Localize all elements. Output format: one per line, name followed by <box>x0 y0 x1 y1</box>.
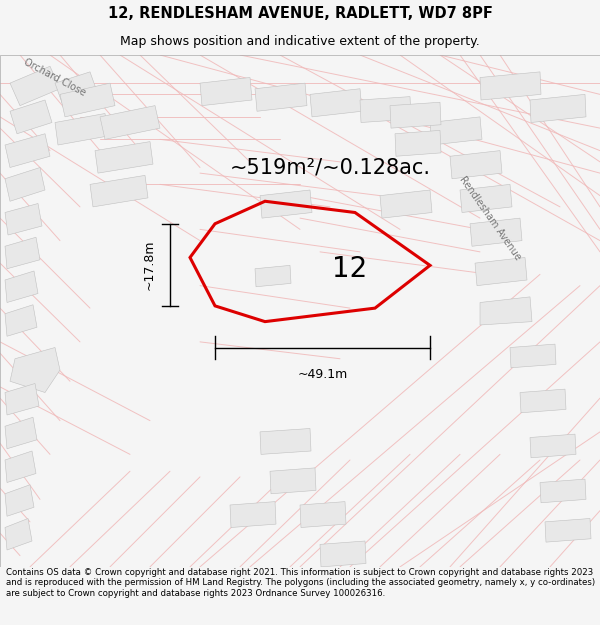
Polygon shape <box>5 451 36 482</box>
Polygon shape <box>230 502 276 528</box>
Polygon shape <box>100 106 160 139</box>
Polygon shape <box>5 485 34 516</box>
Text: 12: 12 <box>332 255 368 282</box>
Text: Map shows position and indicative extent of the property.: Map shows position and indicative extent… <box>120 35 480 48</box>
Polygon shape <box>5 305 37 336</box>
Polygon shape <box>460 184 512 213</box>
Polygon shape <box>540 479 586 502</box>
Polygon shape <box>300 502 346 528</box>
Polygon shape <box>395 131 441 156</box>
Polygon shape <box>470 218 522 246</box>
Polygon shape <box>360 97 411 122</box>
Polygon shape <box>545 519 591 542</box>
Text: ~519m²/~0.128ac.: ~519m²/~0.128ac. <box>230 158 431 177</box>
Polygon shape <box>480 72 541 100</box>
Polygon shape <box>5 418 37 449</box>
Polygon shape <box>480 297 532 325</box>
Polygon shape <box>200 78 252 106</box>
Polygon shape <box>530 94 586 122</box>
Polygon shape <box>5 271 38 302</box>
Polygon shape <box>510 344 556 367</box>
Polygon shape <box>5 134 50 168</box>
Polygon shape <box>530 434 576 457</box>
Polygon shape <box>260 429 311 454</box>
Polygon shape <box>520 389 566 412</box>
Polygon shape <box>5 384 39 415</box>
Polygon shape <box>380 190 432 218</box>
Polygon shape <box>430 117 482 145</box>
Polygon shape <box>60 83 115 117</box>
Text: ~49.1m: ~49.1m <box>298 368 347 381</box>
Polygon shape <box>5 238 40 269</box>
Polygon shape <box>5 519 32 550</box>
Polygon shape <box>255 83 307 111</box>
Polygon shape <box>260 190 312 218</box>
Polygon shape <box>55 72 98 106</box>
Text: ~17.8m: ~17.8m <box>143 239 156 290</box>
Polygon shape <box>450 151 502 179</box>
Polygon shape <box>10 100 52 134</box>
Polygon shape <box>255 266 291 287</box>
Polygon shape <box>90 176 148 207</box>
Text: Rendlesham Avenue: Rendlesham Avenue <box>457 174 523 262</box>
Polygon shape <box>310 89 362 117</box>
Polygon shape <box>5 204 42 235</box>
Polygon shape <box>270 468 316 494</box>
Text: Orchard Close: Orchard Close <box>22 57 88 98</box>
Polygon shape <box>10 348 60 392</box>
Text: 12, RENDLESHAM AVENUE, RADLETT, WD7 8PF: 12, RENDLESHAM AVENUE, RADLETT, WD7 8PF <box>107 6 493 21</box>
Text: Contains OS data © Crown copyright and database right 2021. This information is : Contains OS data © Crown copyright and d… <box>6 568 595 598</box>
Polygon shape <box>5 168 45 201</box>
Polygon shape <box>55 114 108 145</box>
Polygon shape <box>10 66 60 106</box>
Polygon shape <box>320 541 366 567</box>
Polygon shape <box>475 258 527 286</box>
Polygon shape <box>390 102 441 128</box>
Polygon shape <box>95 142 153 173</box>
